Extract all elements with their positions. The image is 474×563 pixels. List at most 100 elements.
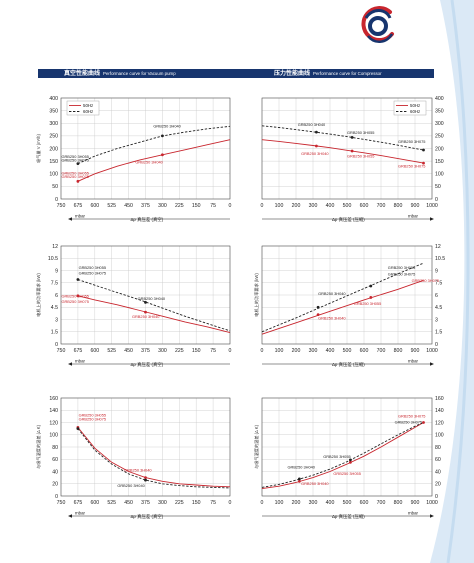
x-axis-label: Δp 真压差 (压缩) [332, 513, 365, 520]
annotation-label: GRB250 3H075 [79, 417, 106, 422]
x-axis-label: Δp 真压差 (真空) [131, 216, 164, 223]
annotation-label: GRB250 3H075 [61, 299, 88, 304]
x-tick-label: 100 [275, 500, 284, 506]
arrow-left-icon [68, 514, 72, 518]
x-tick-label: 375 [141, 348, 150, 354]
chart-press-temp: 0 100 200 300 400 500 600 700 800 900 100002040608… [253, 396, 444, 520]
y-tick-label: 200 [49, 146, 58, 152]
y-tick-label: 160 [49, 396, 58, 402]
x-tick-label: 525 [107, 348, 116, 354]
series-line-60hz [261, 262, 424, 333]
x-axis-unit: mbar [408, 511, 419, 516]
x-tick-label: 700 [377, 500, 386, 506]
plot-frame [261, 97, 433, 200]
series-line-60hz [261, 125, 424, 151]
y-tick-label: 140 [435, 408, 444, 414]
data-point [76, 427, 80, 431]
x-tick-label: 1000 [426, 500, 438, 506]
y-axis-label: 吸气量 V (m³/h) [35, 133, 42, 162]
y-axis-label: 电机上的功率要求 (kW) [35, 273, 42, 317]
y-tick-label: 50 [52, 184, 58, 190]
y-tick-label: 4.5 [435, 305, 442, 311]
y-tick-label: 140 [49, 408, 58, 414]
data-point [350, 135, 354, 139]
y-tick-label: 7.5 [51, 281, 58, 287]
data-point [369, 284, 373, 288]
x-tick-label: 600 [360, 203, 369, 209]
data-point [315, 130, 318, 134]
data-point [144, 478, 147, 482]
y-tick-label: 150 [49, 159, 58, 165]
x-tick-label: 600 [360, 348, 369, 354]
x-tick-label: 200 [292, 500, 301, 506]
x-tick-label: 450 [124, 500, 133, 506]
y-tick-label: 60 [52, 457, 58, 463]
data-point [349, 458, 352, 462]
x-tick-label: 900 [411, 500, 420, 506]
data-point [369, 296, 373, 299]
x-tick-label: 0 [229, 348, 232, 354]
data-point [144, 476, 147, 480]
x-tick-label: 450 [124, 203, 133, 209]
series-line-60hz [77, 428, 231, 489]
y-tick-label: 300 [435, 121, 444, 127]
y-tick-label: 300 [49, 121, 58, 127]
data-point [316, 313, 320, 316]
data-point [422, 421, 425, 424]
x-tick-label: 600 [90, 203, 99, 209]
annotation-label: GRB250 3H040 [318, 316, 346, 321]
x-tick-label: 675 [74, 203, 83, 209]
x-tick-label: 225 [175, 348, 184, 354]
plot-frame [60, 245, 231, 345]
data-point [350, 149, 354, 153]
x-tick-label: 150 [192, 500, 201, 506]
series-line-50hz [261, 279, 424, 335]
y-tick-label: 100 [49, 433, 58, 439]
y-tick-label: 160 [435, 396, 444, 402]
x-axis-unit: mbar [75, 511, 86, 516]
x-tick-label: 800 [394, 348, 403, 354]
x-axis-label: Δp 真压差 (真空) [131, 361, 164, 368]
series-line-50hz [77, 295, 231, 334]
y-tick-label: 3 [435, 317, 438, 323]
x-tick-label: 300 [309, 348, 318, 354]
data-point [76, 179, 80, 183]
x-tick-label: 0 [261, 348, 264, 354]
x-tick-label: 700 [377, 203, 386, 209]
x-tick-label: 1000 [426, 203, 438, 209]
y-tick-label: 0 [55, 342, 58, 348]
x-axis-unit: mbar [408, 359, 419, 364]
arrow-left-icon [68, 217, 72, 221]
y-tick-label: 40 [52, 469, 58, 475]
y-tick-label: 20 [435, 482, 441, 488]
x-axis-label: Δp 真压差 (真空) [131, 513, 164, 520]
series-line-50hz [261, 139, 424, 164]
series-line-60hz [261, 422, 424, 488]
x-tick-label: 600 [90, 500, 99, 506]
y-tick-label: 6 [435, 293, 438, 299]
x-tick-label: 300 [309, 203, 318, 209]
arrow-left-icon [68, 362, 72, 366]
x-tick-label: 750 [57, 500, 66, 506]
chart-vac-temp: 750 675 600 525 450 375 300 225 150 75 00204060801… [35, 396, 232, 520]
x-tick-label: 200 [292, 203, 301, 209]
y-tick-label: 12 [435, 244, 441, 250]
annotation-label: GRB250 3H055 [323, 454, 350, 459]
x-tick-label: 0 [261, 203, 264, 209]
data-point [144, 300, 147, 304]
chart-vac-power: 750 675 600 525 450 375 300 225 150 75 001.534.567… [35, 244, 232, 368]
y-tick-label: 250 [49, 134, 58, 140]
annotation-label: GRB250 3H075 [412, 278, 439, 283]
y-tick-label: 120 [435, 420, 444, 426]
annotation-label: GRB250 3H040 [318, 291, 346, 296]
annotation-label: GRB250 3H040 [135, 160, 163, 165]
y-tick-label: 10.5 [435, 256, 445, 262]
y-tick-label: 0 [435, 494, 438, 500]
x-tick-label: 0 [229, 203, 232, 209]
x-tick-label: 450 [124, 348, 133, 354]
legend-label-50hz: 50Hz [410, 103, 420, 108]
annotation-label: GRB250 3H055 [354, 301, 381, 306]
y-tick-label: 80 [52, 445, 58, 451]
y-tick-label: 6 [55, 293, 58, 299]
